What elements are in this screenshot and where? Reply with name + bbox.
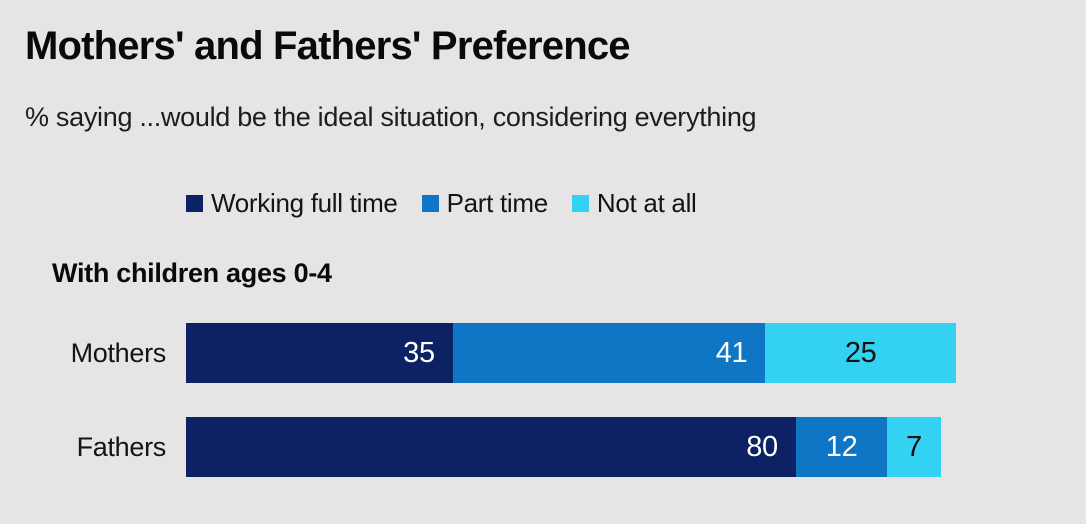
legend-label: Working full time (211, 188, 398, 218)
section-label: With children ages 0-4 (52, 258, 332, 288)
legend-swatch-not-at-all (571, 195, 589, 212)
bar-value-label: 12 (825, 430, 858, 463)
bar-row-mothers: Mothers 35 41 25 (0, 323, 1086, 383)
stacked-bar-mothers: 35 41 25 (186, 323, 956, 383)
bar-value-label: 7 (906, 430, 922, 463)
row-label-mothers: Mothers (70, 337, 167, 368)
legend-item-working-full-time: Working full time (186, 188, 398, 219)
legend-label: Not at all (596, 188, 697, 218)
bar-segment-mothers-part-time: 41 (452, 323, 766, 383)
row-label-fathers: Fathers (76, 431, 167, 462)
bar-chart: Mothers 35 41 25 Fathers 80 12 7 (0, 323, 1086, 477)
legend-item-not-at-all: Not at all (571, 188, 697, 219)
bar-segment-mothers-working-full-time: 35 (186, 323, 453, 383)
bar-segment-fathers-part-time: 12 (795, 417, 888, 477)
legend-item-part-time: Part time (421, 188, 549, 219)
bar-segment-fathers-working-full-time: 80 (186, 417, 796, 477)
bar-row-fathers: Fathers 80 12 7 (0, 417, 1086, 477)
bar-value-label: 35 (403, 336, 435, 369)
bar-value-label: 80 (746, 430, 778, 463)
bar-segment-mothers-not-at-all: 25 (765, 323, 956, 383)
bar-segment-fathers-not-at-all: 7 (887, 417, 941, 477)
legend-swatch-working-full-time (186, 195, 203, 212)
stacked-bar-fathers: 80 12 7 (186, 417, 941, 477)
legend-swatch-part-time (421, 195, 439, 212)
chart-subtitle: % saying ...would be the ideal situation… (25, 102, 757, 132)
legend: Working full time Part time Not at all (186, 188, 697, 219)
chart-title: Mothers' and Fathers' Preference (25, 24, 631, 68)
legend-label: Part time (446, 188, 549, 218)
bar-value-label: 41 (715, 336, 748, 369)
bar-value-label: 25 (844, 336, 877, 369)
